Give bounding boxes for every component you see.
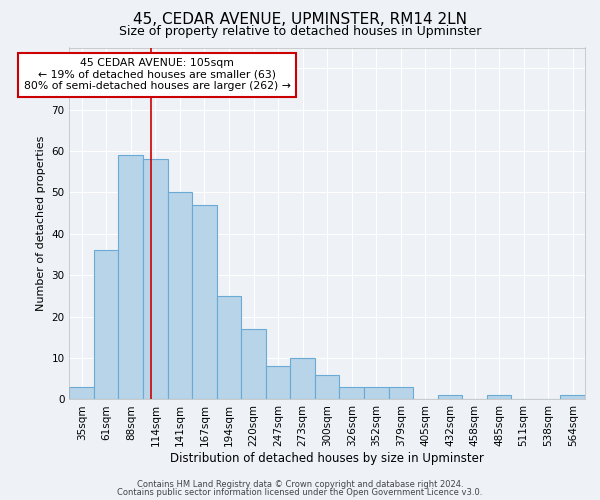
Bar: [437, 396, 462, 400]
Text: 45, CEDAR AVENUE, UPMINSTER, RM14 2LN: 45, CEDAR AVENUE, UPMINSTER, RM14 2LN: [133, 12, 467, 28]
Bar: [70, 387, 94, 400]
Bar: [340, 387, 364, 400]
Text: Contains HM Land Registry data © Crown copyright and database right 2024.: Contains HM Land Registry data © Crown c…: [137, 480, 463, 489]
Bar: [266, 366, 290, 400]
Text: 45 CEDAR AVENUE: 105sqm
← 19% of detached houses are smaller (63)
80% of semi-de: 45 CEDAR AVENUE: 105sqm ← 19% of detache…: [23, 58, 290, 92]
Bar: [167, 192, 192, 400]
Bar: [560, 396, 585, 400]
Bar: [118, 155, 143, 400]
Bar: [94, 250, 118, 400]
Bar: [364, 387, 389, 400]
Bar: [217, 296, 241, 400]
Text: Size of property relative to detached houses in Upminster: Size of property relative to detached ho…: [119, 25, 481, 38]
Bar: [192, 205, 217, 400]
Text: Contains public sector information licensed under the Open Government Licence v3: Contains public sector information licen…: [118, 488, 482, 497]
Bar: [241, 329, 266, 400]
Bar: [487, 396, 511, 400]
X-axis label: Distribution of detached houses by size in Upminster: Distribution of detached houses by size …: [170, 452, 484, 465]
Bar: [389, 387, 413, 400]
Bar: [315, 374, 340, 400]
Bar: [290, 358, 315, 400]
Y-axis label: Number of detached properties: Number of detached properties: [36, 136, 46, 311]
Bar: [143, 160, 167, 400]
